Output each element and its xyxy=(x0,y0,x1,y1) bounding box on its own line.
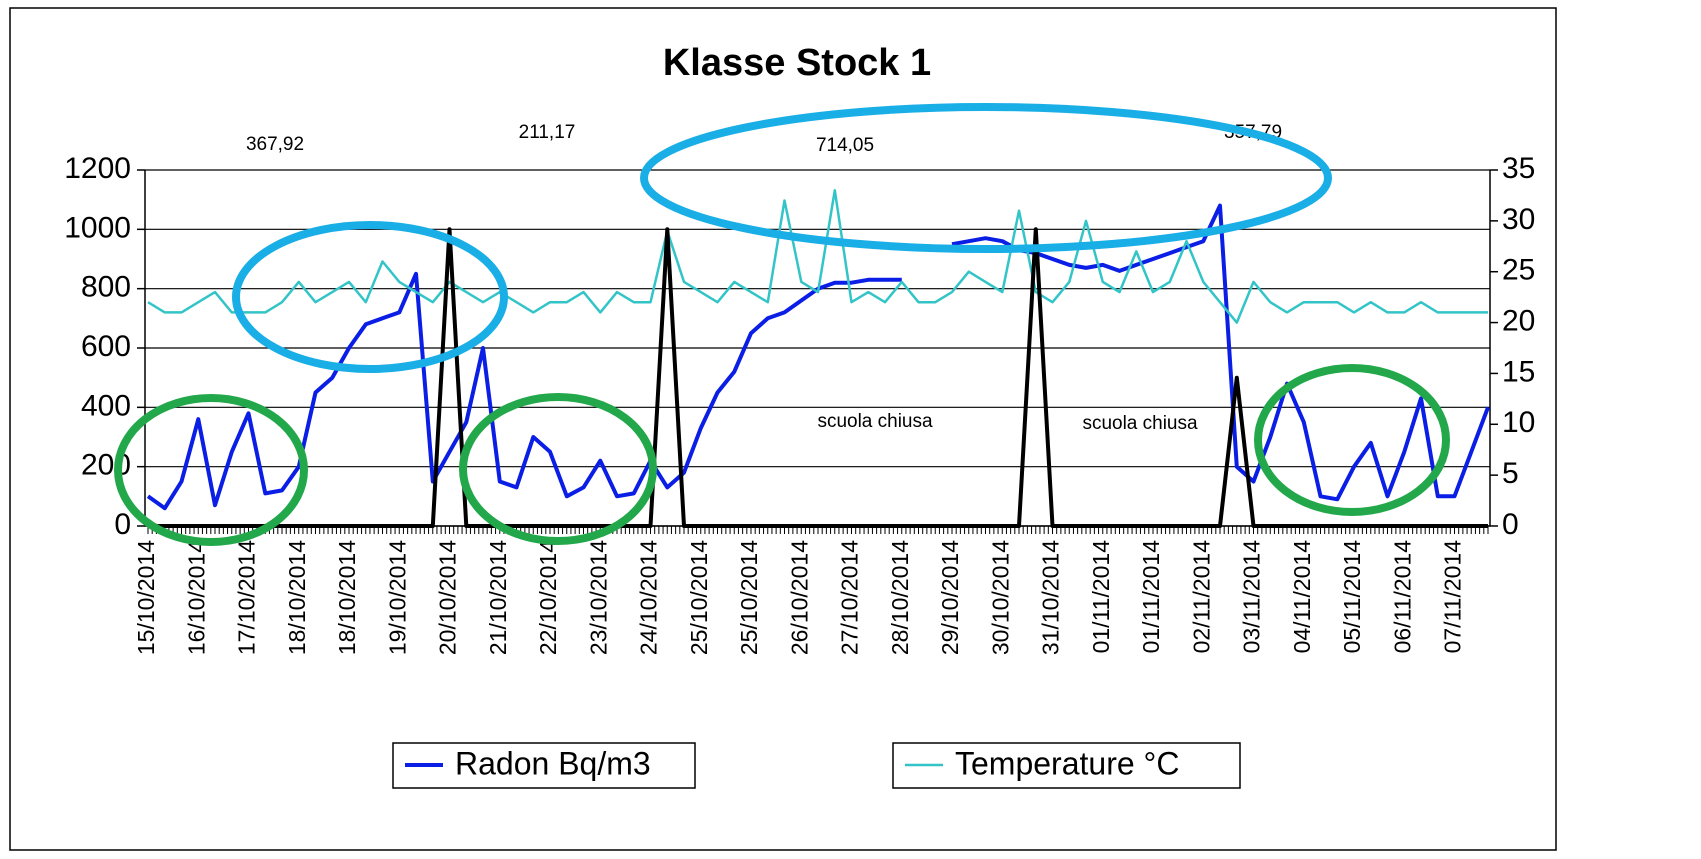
y2-tick-label: 5 xyxy=(1502,457,1519,490)
y2-tick-label: 30 xyxy=(1502,203,1535,236)
y2-tick-label: 25 xyxy=(1502,254,1535,287)
y-tick-label: 0 xyxy=(114,508,131,541)
x-tick-label: 24/10/2014 xyxy=(636,540,662,655)
annotation: 367,92 xyxy=(246,134,304,155)
x-tick-label: 18/10/2014 xyxy=(334,540,360,655)
chart-title: Klasse Stock 1 xyxy=(663,42,931,84)
series-line xyxy=(146,271,902,511)
x-tick-label: 01/11/2014 xyxy=(1138,540,1164,654)
x-tick-label: 02/11/2014 xyxy=(1188,540,1214,654)
x-tick-label: 31/10/2014 xyxy=(1038,540,1064,655)
x-tick-label: 06/11/2014 xyxy=(1389,540,1415,654)
x-tick-label: 22/10/2014 xyxy=(535,540,561,655)
x-tick-label: 01/11/2014 xyxy=(1088,540,1114,654)
x-tick-label: 23/10/2014 xyxy=(585,540,611,655)
x-tick-label: 19/10/2014 xyxy=(384,540,410,655)
y-tick-label: 600 xyxy=(81,330,131,363)
highlight-ellipses xyxy=(114,103,1450,546)
highlight-ellipse xyxy=(1254,364,1450,516)
x-tick-label: 16/10/2014 xyxy=(183,540,209,655)
y2-tick-label: 0 xyxy=(1502,508,1519,541)
annotation: 211,17 xyxy=(519,122,576,143)
highlight-ellipse xyxy=(459,393,657,545)
y-tick-label: 1000 xyxy=(64,211,131,244)
legend: Radon Bq/m3 Temperature °C xyxy=(392,742,1241,789)
annotation: 714,05 xyxy=(816,135,874,156)
series-line xyxy=(147,189,1488,324)
x-tick-label: 18/10/2014 xyxy=(284,540,310,655)
y-tick-label: 400 xyxy=(81,389,131,422)
x-tick-label: 15/10/2014 xyxy=(133,540,159,655)
x-tick-label: 04/11/2014 xyxy=(1289,540,1315,654)
legend-label: Radon Bq/m3 xyxy=(455,745,651,781)
legend-label: Temperature °C xyxy=(955,745,1179,781)
x-tick-label: 25/10/2014 xyxy=(686,540,712,655)
y2-tick-label: 20 xyxy=(1502,304,1535,337)
series-line xyxy=(951,203,1490,502)
x-tick-label: 17/10/2014 xyxy=(234,540,260,655)
annotation: scuola chiusa xyxy=(817,411,933,432)
x-tick-label: 30/10/2014 xyxy=(987,540,1013,655)
x-tick-label: 29/10/2014 xyxy=(937,540,963,655)
x-tick-label: 27/10/2014 xyxy=(837,540,863,655)
y2-tick-label: 15 xyxy=(1502,355,1535,388)
legend-box xyxy=(392,742,696,789)
y-tick-label: 800 xyxy=(81,271,131,304)
x-tick-label: 28/10/2014 xyxy=(887,540,913,655)
series-line xyxy=(148,227,1488,528)
x-tick-label: 20/10/2014 xyxy=(435,540,461,655)
x-tick-label: 05/11/2014 xyxy=(1339,540,1365,654)
highlight-ellipse xyxy=(640,103,1332,253)
x-tick-label: 25/10/2014 xyxy=(736,540,762,655)
highlight-ellipse xyxy=(232,221,508,373)
y2-tick-label: 35 xyxy=(1502,152,1535,185)
x-tick-label: 03/11/2014 xyxy=(1239,540,1265,654)
annotation: scuola chiusa xyxy=(1082,413,1198,434)
y2-tick-label: 10 xyxy=(1502,406,1535,439)
x-tick-label: 21/10/2014 xyxy=(485,540,511,655)
highlight-ellipse xyxy=(114,394,308,546)
y-tick-label: 1200 xyxy=(64,152,131,185)
legend-box xyxy=(892,742,1241,789)
x-tick-label: 26/10/2014 xyxy=(786,540,812,655)
x-tick-label: 07/11/2014 xyxy=(1440,540,1466,654)
